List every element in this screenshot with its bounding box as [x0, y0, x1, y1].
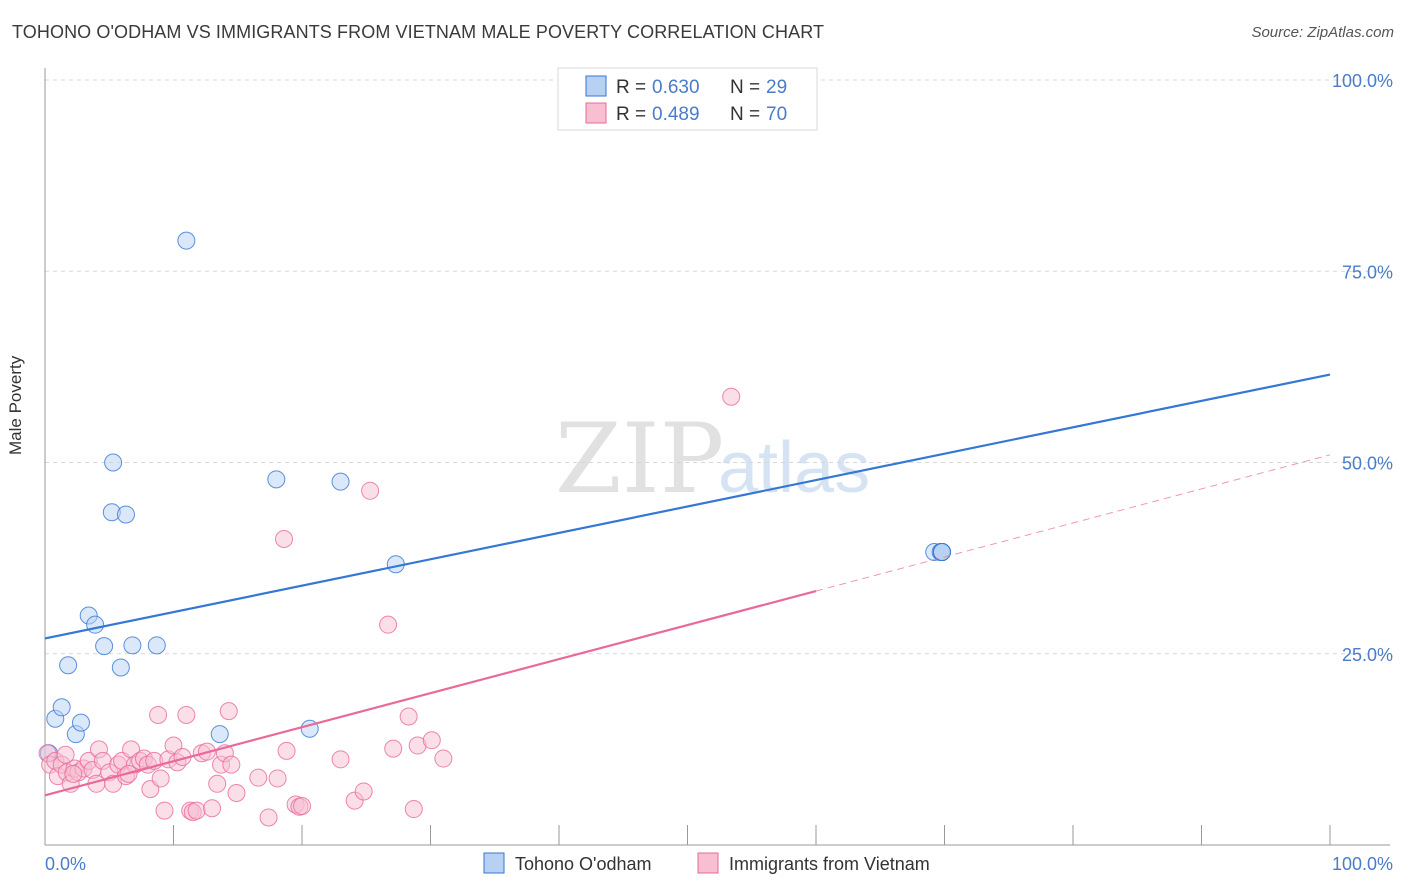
data-point-vietnam[interactable]: [422, 731, 441, 750]
data-point-vietnam[interactable]: [203, 799, 222, 818]
legend-n-value: 29: [766, 77, 787, 98]
data-point-vietnam[interactable]: [208, 774, 227, 793]
legend-r-value: 0.630: [652, 77, 700, 98]
y-tick-label: 25.0%: [1342, 645, 1393, 665]
data-point-vietnam[interactable]: [222, 755, 241, 774]
data-point-tohono[interactable]: [95, 637, 114, 656]
legend-swatch[interactable]: [483, 852, 505, 874]
data-point-tohono[interactable]: [111, 658, 130, 677]
data-point-tohono[interactable]: [177, 231, 196, 250]
data-point-vietnam[interactable]: [149, 705, 168, 724]
data-point-vietnam[interactable]: [379, 615, 398, 634]
y-tick-label: 50.0%: [1342, 454, 1393, 474]
data-point-tohono[interactable]: [331, 472, 350, 491]
x-tick-label: 100.0%: [1332, 854, 1393, 874]
data-point-vietnam[interactable]: [219, 702, 238, 721]
data-point-tohono[interactable]: [59, 656, 78, 675]
data-point-vietnam[interactable]: [177, 705, 196, 724]
data-point-tohono[interactable]: [932, 543, 951, 562]
data-point-tohono[interactable]: [210, 725, 229, 744]
data-point-vietnam[interactable]: [331, 750, 350, 769]
data-point-tohono[interactable]: [147, 636, 166, 655]
y-tick-label: 75.0%: [1342, 262, 1393, 282]
legend-entry-vietnam[interactable]: Immigrants from Vietnam: [729, 854, 930, 874]
data-point-vietnam[interactable]: [151, 769, 170, 788]
legend-swatch: [585, 75, 607, 97]
trendline-vietnam: [44, 589, 817, 797]
data-point-vietnam[interactable]: [249, 768, 268, 787]
y-tick-label: 100.0%: [1332, 71, 1393, 91]
x-tick-label: 0.0%: [45, 854, 86, 874]
data-point-vietnam[interactable]: [56, 745, 75, 764]
data-point-vietnam[interactable]: [434, 749, 453, 768]
data-point-vietnam[interactable]: [275, 530, 294, 548]
data-point-vietnam[interactable]: [404, 800, 423, 819]
data-point-tohono[interactable]: [104, 453, 123, 472]
data-point-tohono[interactable]: [86, 615, 105, 634]
data-point-vietnam[interactable]: [268, 769, 287, 788]
legend-n-value: 70: [766, 104, 787, 125]
legend-swatch: [585, 102, 607, 124]
legend-entry-tohono[interactable]: Tohono O'odham: [515, 854, 652, 874]
watermark-zip: ZIP: [555, 403, 724, 515]
data-point-vietnam[interactable]: [64, 764, 83, 783]
data-point-vietnam[interactable]: [354, 782, 373, 801]
data-point-tohono[interactable]: [52, 698, 71, 717]
legend-r-value: 0.489: [652, 104, 700, 125]
data-point-tohono[interactable]: [116, 505, 135, 524]
legend-r-label: R =: [616, 104, 646, 125]
data-point-vietnam[interactable]: [187, 801, 206, 820]
data-point-tohono[interactable]: [267, 470, 286, 489]
data-point-tohono[interactable]: [123, 636, 142, 655]
data-point-vietnam[interactable]: [259, 808, 278, 827]
data-point-vietnam[interactable]: [227, 783, 246, 802]
data-point-vietnam[interactable]: [384, 739, 403, 758]
legend-n-label: N =: [730, 104, 760, 125]
data-point-vietnam[interactable]: [293, 796, 311, 815]
trendline-vietnam-extension: [815, 454, 1331, 592]
data-point-vietnam[interactable]: [155, 801, 174, 820]
data-point-vietnam[interactable]: [361, 481, 380, 500]
legend-r-label: R =: [616, 77, 646, 98]
chart-title: TOHONO O'ODHAM VS IMMIGRANTS FROM VIETNA…: [12, 22, 825, 42]
legend-swatch[interactable]: [697, 852, 719, 874]
data-point-vietnam[interactable]: [399, 707, 418, 726]
legend-n-label: N =: [730, 77, 760, 98]
trendline-tohono: [44, 373, 1331, 640]
data-point-vietnam[interactable]: [277, 741, 296, 760]
data-point-vietnam[interactable]: [722, 387, 741, 406]
source-label: Source: ZipAtlas.com: [1251, 24, 1394, 41]
data-point-tohono[interactable]: [71, 713, 90, 732]
